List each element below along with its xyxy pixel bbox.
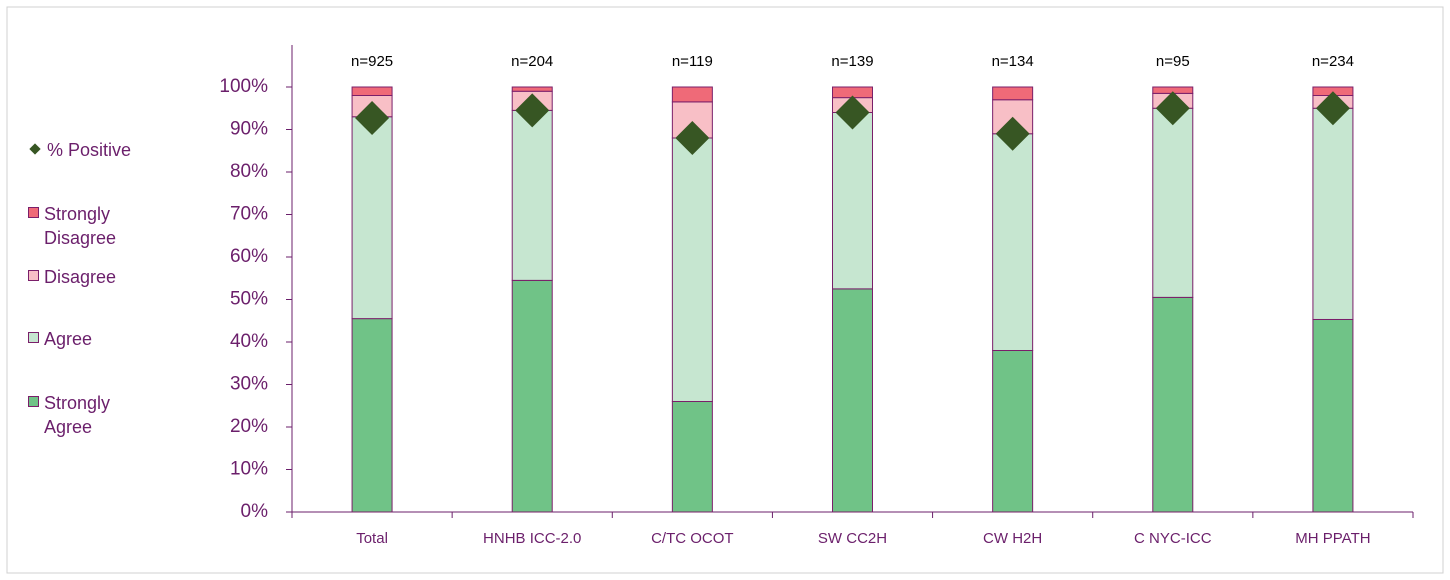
legend-swatch — [29, 143, 41, 155]
bar-segment — [832, 112, 873, 290]
diamond-marker — [355, 101, 390, 136]
bar-segment — [1152, 107, 1194, 298]
bar-segment — [992, 86, 1034, 101]
y-tick-label: 70% — [230, 204, 268, 225]
legend-label: Disagree — [44, 267, 117, 287]
y-tick-label: 100% — [219, 76, 268, 97]
bar-segment — [1152, 296, 1194, 513]
y-tick-label: 80% — [230, 161, 268, 182]
bar-segment — [1312, 318, 1354, 513]
legend-label: Agree — [44, 329, 93, 349]
y-tick-label: 30% — [230, 374, 268, 395]
bar-segment — [511, 279, 553, 513]
legend-item: Disagree — [28, 265, 198, 289]
legend-label: Strongly Agree — [44, 393, 111, 437]
n-label: n=234 — [1312, 53, 1354, 70]
diamond-marker — [515, 93, 550, 128]
y-tick-label: 0% — [241, 501, 269, 522]
bar-segment — [832, 288, 873, 513]
bar-segment — [671, 401, 713, 513]
x-tick-label: Total — [356, 530, 388, 547]
diamond-marker — [1315, 91, 1350, 126]
y-tick-label: 10% — [230, 459, 268, 480]
x-tick-label: HNHB ICC-2.0 — [483, 530, 581, 547]
legend-swatch — [28, 207, 39, 218]
x-tick-label: CW H2H — [983, 530, 1042, 547]
x-tick-label: SW CC2H — [818, 530, 887, 547]
legend-swatch — [28, 332, 39, 343]
bar-segment — [1312, 107, 1354, 320]
chart-border — [6, 6, 1444, 574]
x-tick-label: MH PPATH — [1295, 530, 1370, 547]
bar-segment — [671, 86, 713, 103]
y-tick-label: 20% — [230, 416, 268, 437]
bar-segment — [992, 350, 1034, 513]
diamond-marker — [675, 121, 710, 155]
diamond-marker — [995, 116, 1030, 151]
bar-segment — [351, 116, 393, 320]
y-tick-label: 40% — [230, 331, 268, 352]
bar-segment — [351, 86, 393, 96]
y-tick-label: 60% — [230, 246, 268, 267]
x-tick-label: C/TC OCOT — [651, 530, 734, 547]
x-tick-label: C NYC-ICC — [1134, 530, 1212, 547]
n-label: n=119 — [672, 53, 713, 70]
bar-segment — [351, 318, 393, 513]
legend-label: Strongly Disagree — [44, 204, 117, 248]
n-label: n=204 — [511, 53, 553, 70]
legend-item: Agree — [28, 327, 198, 351]
legend-item: Strongly Agree — [28, 391, 198, 439]
n-label: n=925 — [351, 53, 393, 70]
diamond-marker — [835, 95, 870, 130]
bar-segment — [511, 86, 553, 92]
n-label: n=95 — [1156, 53, 1190, 70]
diamond-marker — [1155, 91, 1190, 126]
n-label: n=134 — [992, 53, 1034, 70]
legend-item: % Positive — [28, 138, 198, 162]
legend-swatch — [28, 396, 39, 407]
bar-segment — [992, 133, 1034, 351]
legend-swatch — [28, 270, 39, 281]
y-tick-label: 50% — [230, 289, 268, 310]
bar-segment — [671, 137, 713, 402]
bar-segment — [511, 109, 553, 281]
legend-label: % Positive — [47, 140, 132, 160]
legend-item: Strongly Disagree — [28, 202, 198, 250]
n-label: n=139 — [831, 53, 873, 70]
y-tick-label: 90% — [230, 119, 268, 140]
